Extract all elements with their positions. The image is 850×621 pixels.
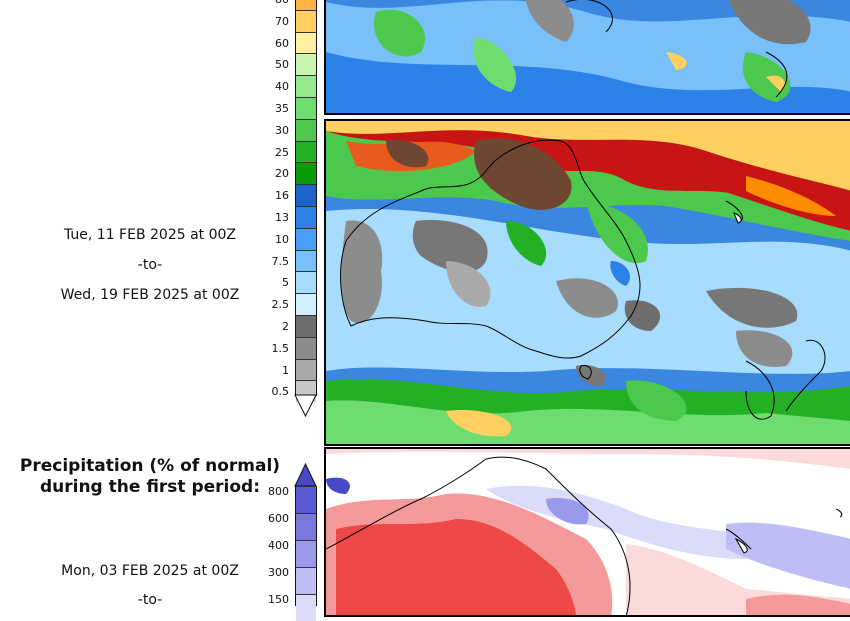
colorbar-segment: [296, 358, 316, 381]
precipitation-colorbar: [295, 0, 317, 403]
colorbar-tick-label: 1: [282, 363, 289, 377]
colorbar-segment: [296, 9, 316, 32]
colorbar-lower-arrow: [294, 394, 317, 418]
period-start-text: Tue, 11 FEB 2025 at 00Z: [63, 227, 237, 243]
colorbar-segment: [296, 118, 316, 141]
colorbar-tick-label: 7.5: [271, 254, 290, 268]
colorbar-segment: [296, 567, 316, 594]
colorbar-segment: [296, 513, 316, 540]
colorbar-segment: [296, 97, 316, 119]
colorbar-tick-label: 2: [282, 320, 289, 333]
map-panel-previous: [324, 0, 850, 115]
colorbar-segment: [296, 206, 316, 228]
colorbar-tick-label: 400: [268, 539, 289, 552]
anomaly-colorbar-upper-arrow: [294, 463, 317, 487]
colorbar-segment: [296, 31, 316, 54]
colorbar-tick-label: 800: [268, 485, 289, 498]
anomaly-period-start-text: Mon, 03 FEB 2025 at 00Z: [61, 563, 239, 579]
colorbar-tick-label: 16: [275, 189, 289, 203]
colorbar-tick-label: 600: [268, 512, 289, 525]
colorbar-tick-label: 13: [275, 211, 289, 224]
colorbar-segment: [296, 271, 316, 294]
map-panel-precipitation-total: [324, 119, 850, 446]
anomaly-map: [326, 449, 850, 615]
colorbar-tick-label: 35: [275, 102, 289, 115]
colorbar-segment: [296, 53, 316, 76]
colorbar-tick-label: 40: [275, 80, 289, 94]
precip-map-total: [326, 121, 850, 444]
colorbar-tick-label: 300: [268, 566, 289, 579]
colorbar-tick-label: 30: [275, 123, 289, 137]
colorbar-tick-label: 5: [282, 276, 289, 290]
colorbar-segment: [296, 184, 316, 206]
anomaly-period-separator-text: -to-: [137, 592, 163, 608]
colorbar-tick-label: 60: [275, 36, 289, 50]
colorbar-segment: [296, 140, 316, 163]
period-end-text: Wed, 19 FEB 2025 at 00Z: [60, 287, 240, 303]
colorbar-segment: [296, 75, 316, 97]
colorbar-tick-label: 10: [275, 232, 289, 246]
colorbar-segment: [296, 540, 316, 567]
colorbar-tick-label: 2.5: [271, 298, 290, 312]
colorbar-segment: [296, 0, 316, 10]
anomaly-title-line2: during the first period:: [39, 477, 261, 497]
colorbar-tick-label: 50: [275, 58, 289, 72]
colorbar-tick-label: 1.5: [271, 341, 290, 355]
anomaly-colorbar: [295, 486, 317, 621]
colorbar-segment: [296, 249, 316, 272]
period-separator-text: -to-: [137, 257, 163, 273]
colorbar-tick-label: 70: [275, 14, 289, 28]
colorbar-segment: [296, 315, 316, 337]
colorbar-segment: [296, 227, 316, 250]
colorbar-segment: [296, 486, 316, 513]
map-panel-percent-of-normal: [324, 447, 850, 617]
colorbar-tick-label: 20: [275, 167, 289, 181]
colorbar-tick-label: 25: [275, 145, 289, 159]
precip-map-previous: [326, 0, 850, 113]
colorbar-tick-label: 80: [249, 0, 289, 6]
colorbar-segment: [296, 293, 316, 315]
colorbar-segment: [296, 162, 316, 185]
colorbar-tick-label: 0.5: [271, 385, 290, 399]
colorbar-segment: [296, 336, 316, 359]
anomaly-title-line1: Precipitation (% of normal): [19, 456, 281, 476]
